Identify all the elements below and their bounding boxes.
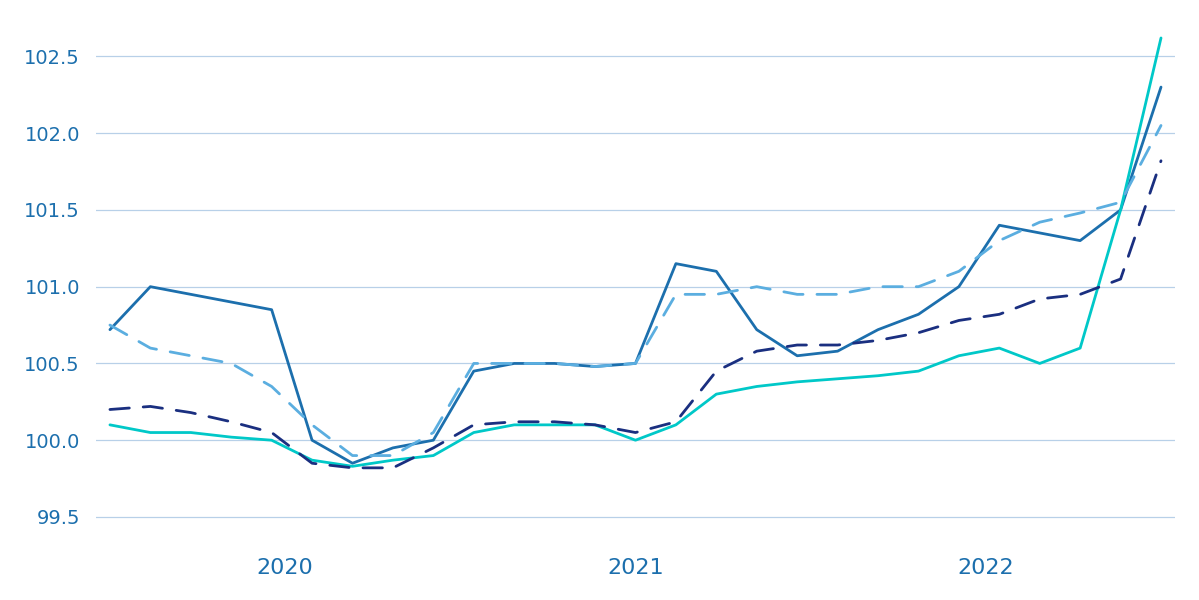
Text: 2020: 2020 bbox=[257, 559, 313, 578]
Text: 2022: 2022 bbox=[958, 559, 1014, 578]
Text: 2021: 2021 bbox=[607, 559, 664, 578]
